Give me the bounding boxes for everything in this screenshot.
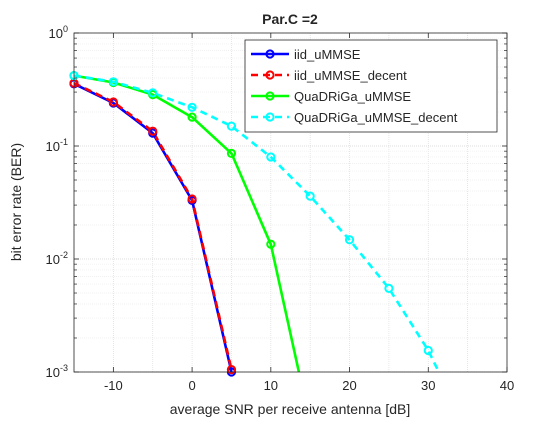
data-point [187,194,197,204]
data-point [226,121,237,131]
data-point [226,365,237,375]
legend-label: QuaDRiGa_uMMSE_decent [294,110,458,125]
x-tick-label: 0 [188,378,195,393]
legend-label: QuaDRiGa_uMMSE [294,89,411,104]
data-point [226,148,237,159]
y-tick-label: 10-3 [46,363,68,380]
y-axis-label: bit error rate (BER) [8,143,24,261]
y-tick-label: 10-1 [46,137,68,154]
legend-marker [265,49,275,59]
legend-label: iid_uMMSE [294,47,361,62]
x-tick-label: 30 [421,378,435,393]
x-tick-label: 10 [264,378,278,393]
x-tick-label: -10 [104,378,123,393]
legend-marker [265,112,275,122]
legend-label: iid_uMMSE_decent [294,68,407,83]
y-tick-label: 10-2 [46,250,68,267]
data-point [187,102,197,112]
data-point [384,283,394,293]
data-point [108,77,118,87]
data-point [148,126,158,136]
x-tick-label: 40 [500,378,514,393]
data-point [305,191,315,201]
axis-ticks: -10 0 10 20 30 40 100 10-1 10-2 10-3 [46,24,515,393]
series-layer [74,74,441,372]
legend-marker [265,70,275,80]
data-point [423,345,433,356]
chart-title: Par.C =2 [262,11,318,27]
plot-frame [73,32,508,373]
data-point [344,235,355,245]
data-point [266,239,276,249]
x-tick-label: 20 [342,378,356,393]
data-point [187,112,197,122]
data-point [108,97,118,107]
y-tick-label: 100 [49,24,68,41]
x-axis-label: average SNR per receive antenna [dB] [170,401,410,417]
data-point [148,88,158,98]
legend-marker [265,91,275,101]
data-point [266,152,276,162]
series-line [74,74,441,372]
series-line [74,81,233,370]
legend: iid_uMMSE iid_uMMSE_decent QuaDRiGa_uMMSE Q… [244,39,498,133]
